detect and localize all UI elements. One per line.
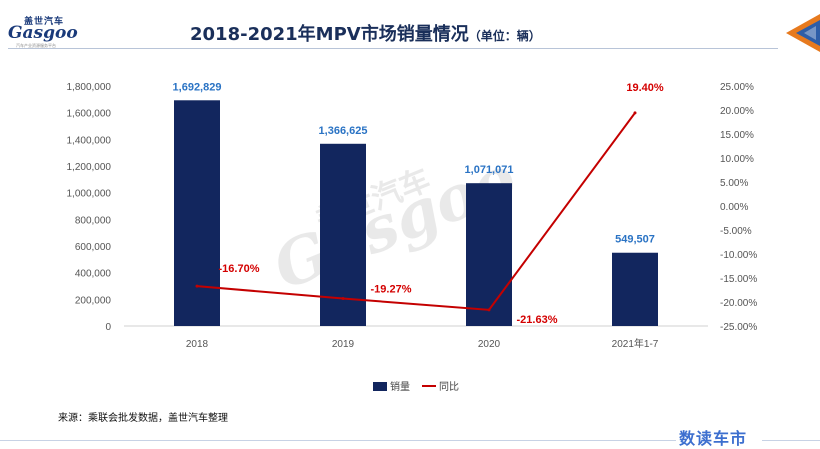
bar-2019 bbox=[320, 143, 366, 326]
y-left-tick-label: 600,000 bbox=[75, 242, 112, 253]
y-left-tick-label: 1,000,000 bbox=[67, 189, 112, 200]
y-right-tick-label: -25.00% bbox=[720, 322, 757, 333]
x-tick-label: 2021年1-7 bbox=[612, 337, 659, 350]
x-axis: 2018 2019 2020 2021年1-7 bbox=[186, 337, 659, 350]
corner-arrow-icon bbox=[786, 14, 820, 52]
legend-bar-swatch bbox=[373, 382, 387, 391]
y-axis-left: 0 200,000 400,000 600,000 800,000 1,000,000 1,… bbox=[67, 82, 112, 333]
x-tick-label: 2018 bbox=[186, 339, 209, 350]
y-left-tick-label: 200,000 bbox=[75, 295, 112, 306]
legend-line-label: 同比 bbox=[439, 381, 459, 393]
yoy-value-label: -21.63% bbox=[517, 314, 558, 326]
y-right-tick-label: 0.00% bbox=[720, 202, 748, 213]
bar-value-label: 549,507 bbox=[615, 234, 655, 246]
legend: 销量 同比 bbox=[373, 380, 459, 393]
y-right-tick-label: 20.00% bbox=[720, 106, 754, 117]
x-tick-label: 2020 bbox=[478, 339, 501, 350]
y-right-tick-label: 25.00% bbox=[720, 82, 754, 93]
header-divider bbox=[8, 48, 778, 49]
y-right-tick-label: 10.00% bbox=[720, 154, 754, 165]
title-main: 2018-2021年MPV市场销量情况 bbox=[190, 24, 469, 45]
bar-2020 bbox=[466, 183, 512, 326]
yoy-line bbox=[196, 112, 636, 311]
logo-cn-text: 盖世汽车 bbox=[24, 17, 65, 27]
bar-series-sales: 1,692,829 1,366,625 1,071,071 549,507 bbox=[173, 81, 658, 327]
yoy-point bbox=[341, 296, 345, 300]
y-right-tick-label: 15.00% bbox=[720, 130, 754, 141]
x-tick-label: 2019 bbox=[332, 339, 355, 350]
y-right-tick-label: -5.00% bbox=[720, 226, 752, 237]
yoy-point bbox=[195, 284, 199, 288]
footer-divider-left bbox=[0, 440, 676, 441]
data-source-note: 来源：乘联会批发数据，盖世汽车整理 bbox=[58, 413, 228, 424]
page-title: 2018-2021年MPV市场销量情况（单位：辆） bbox=[190, 20, 541, 46]
y-left-tick-label: 0 bbox=[105, 322, 111, 333]
y-axis-right: -25.00% -20.00% -15.00% -10.00% -5.00% 0.00% 5… bbox=[720, 82, 757, 333]
bar-value-label: 1,071,071 bbox=[465, 164, 514, 176]
y-left-tick-label: 400,000 bbox=[75, 269, 112, 280]
logo-sub-text: 汽车产业资源服务平台 bbox=[16, 43, 56, 48]
y-left-tick-label: 1,800,000 bbox=[67, 82, 112, 93]
y-right-tick-label: -20.00% bbox=[720, 298, 757, 309]
legend-bar-label: 销量 bbox=[390, 380, 410, 393]
yoy-point bbox=[633, 111, 637, 115]
bar-value-label: 1,692,829 bbox=[173, 81, 222, 93]
brand-logo-text: 数读车市 bbox=[679, 429, 748, 448]
bar-2021年1-7 bbox=[612, 252, 658, 326]
yoy-value-label: -19.27% bbox=[371, 283, 412, 295]
logo-en-text: Gasgoo bbox=[8, 23, 78, 43]
y-left-tick-label: 800,000 bbox=[75, 215, 112, 226]
line-series-yoy: -16.70% -19.27% -21.63% 19.40% bbox=[195, 82, 664, 326]
bar-2018 bbox=[174, 100, 220, 327]
gasgoo-logo: 盖世汽车 Gasgoo 汽车产业资源服务平台 bbox=[6, 14, 78, 48]
yoy-value-label: 19.40% bbox=[626, 82, 664, 94]
title-unit: （单位：辆） bbox=[468, 29, 541, 43]
y-left-tick-label: 1,600,000 bbox=[67, 109, 112, 120]
y-left-tick-label: 1,200,000 bbox=[67, 162, 112, 173]
yoy-point bbox=[487, 308, 491, 312]
yoy-value-label: -16.70% bbox=[219, 263, 260, 275]
footer-divider-right bbox=[762, 440, 820, 441]
y-left-tick-label: 1,400,000 bbox=[67, 135, 112, 146]
y-right-tick-label: 5.00% bbox=[720, 178, 748, 189]
y-right-tick-label: -15.00% bbox=[720, 274, 757, 285]
y-right-tick-label: -10.00% bbox=[720, 250, 757, 261]
bar-value-label: 1,366,625 bbox=[319, 125, 368, 137]
